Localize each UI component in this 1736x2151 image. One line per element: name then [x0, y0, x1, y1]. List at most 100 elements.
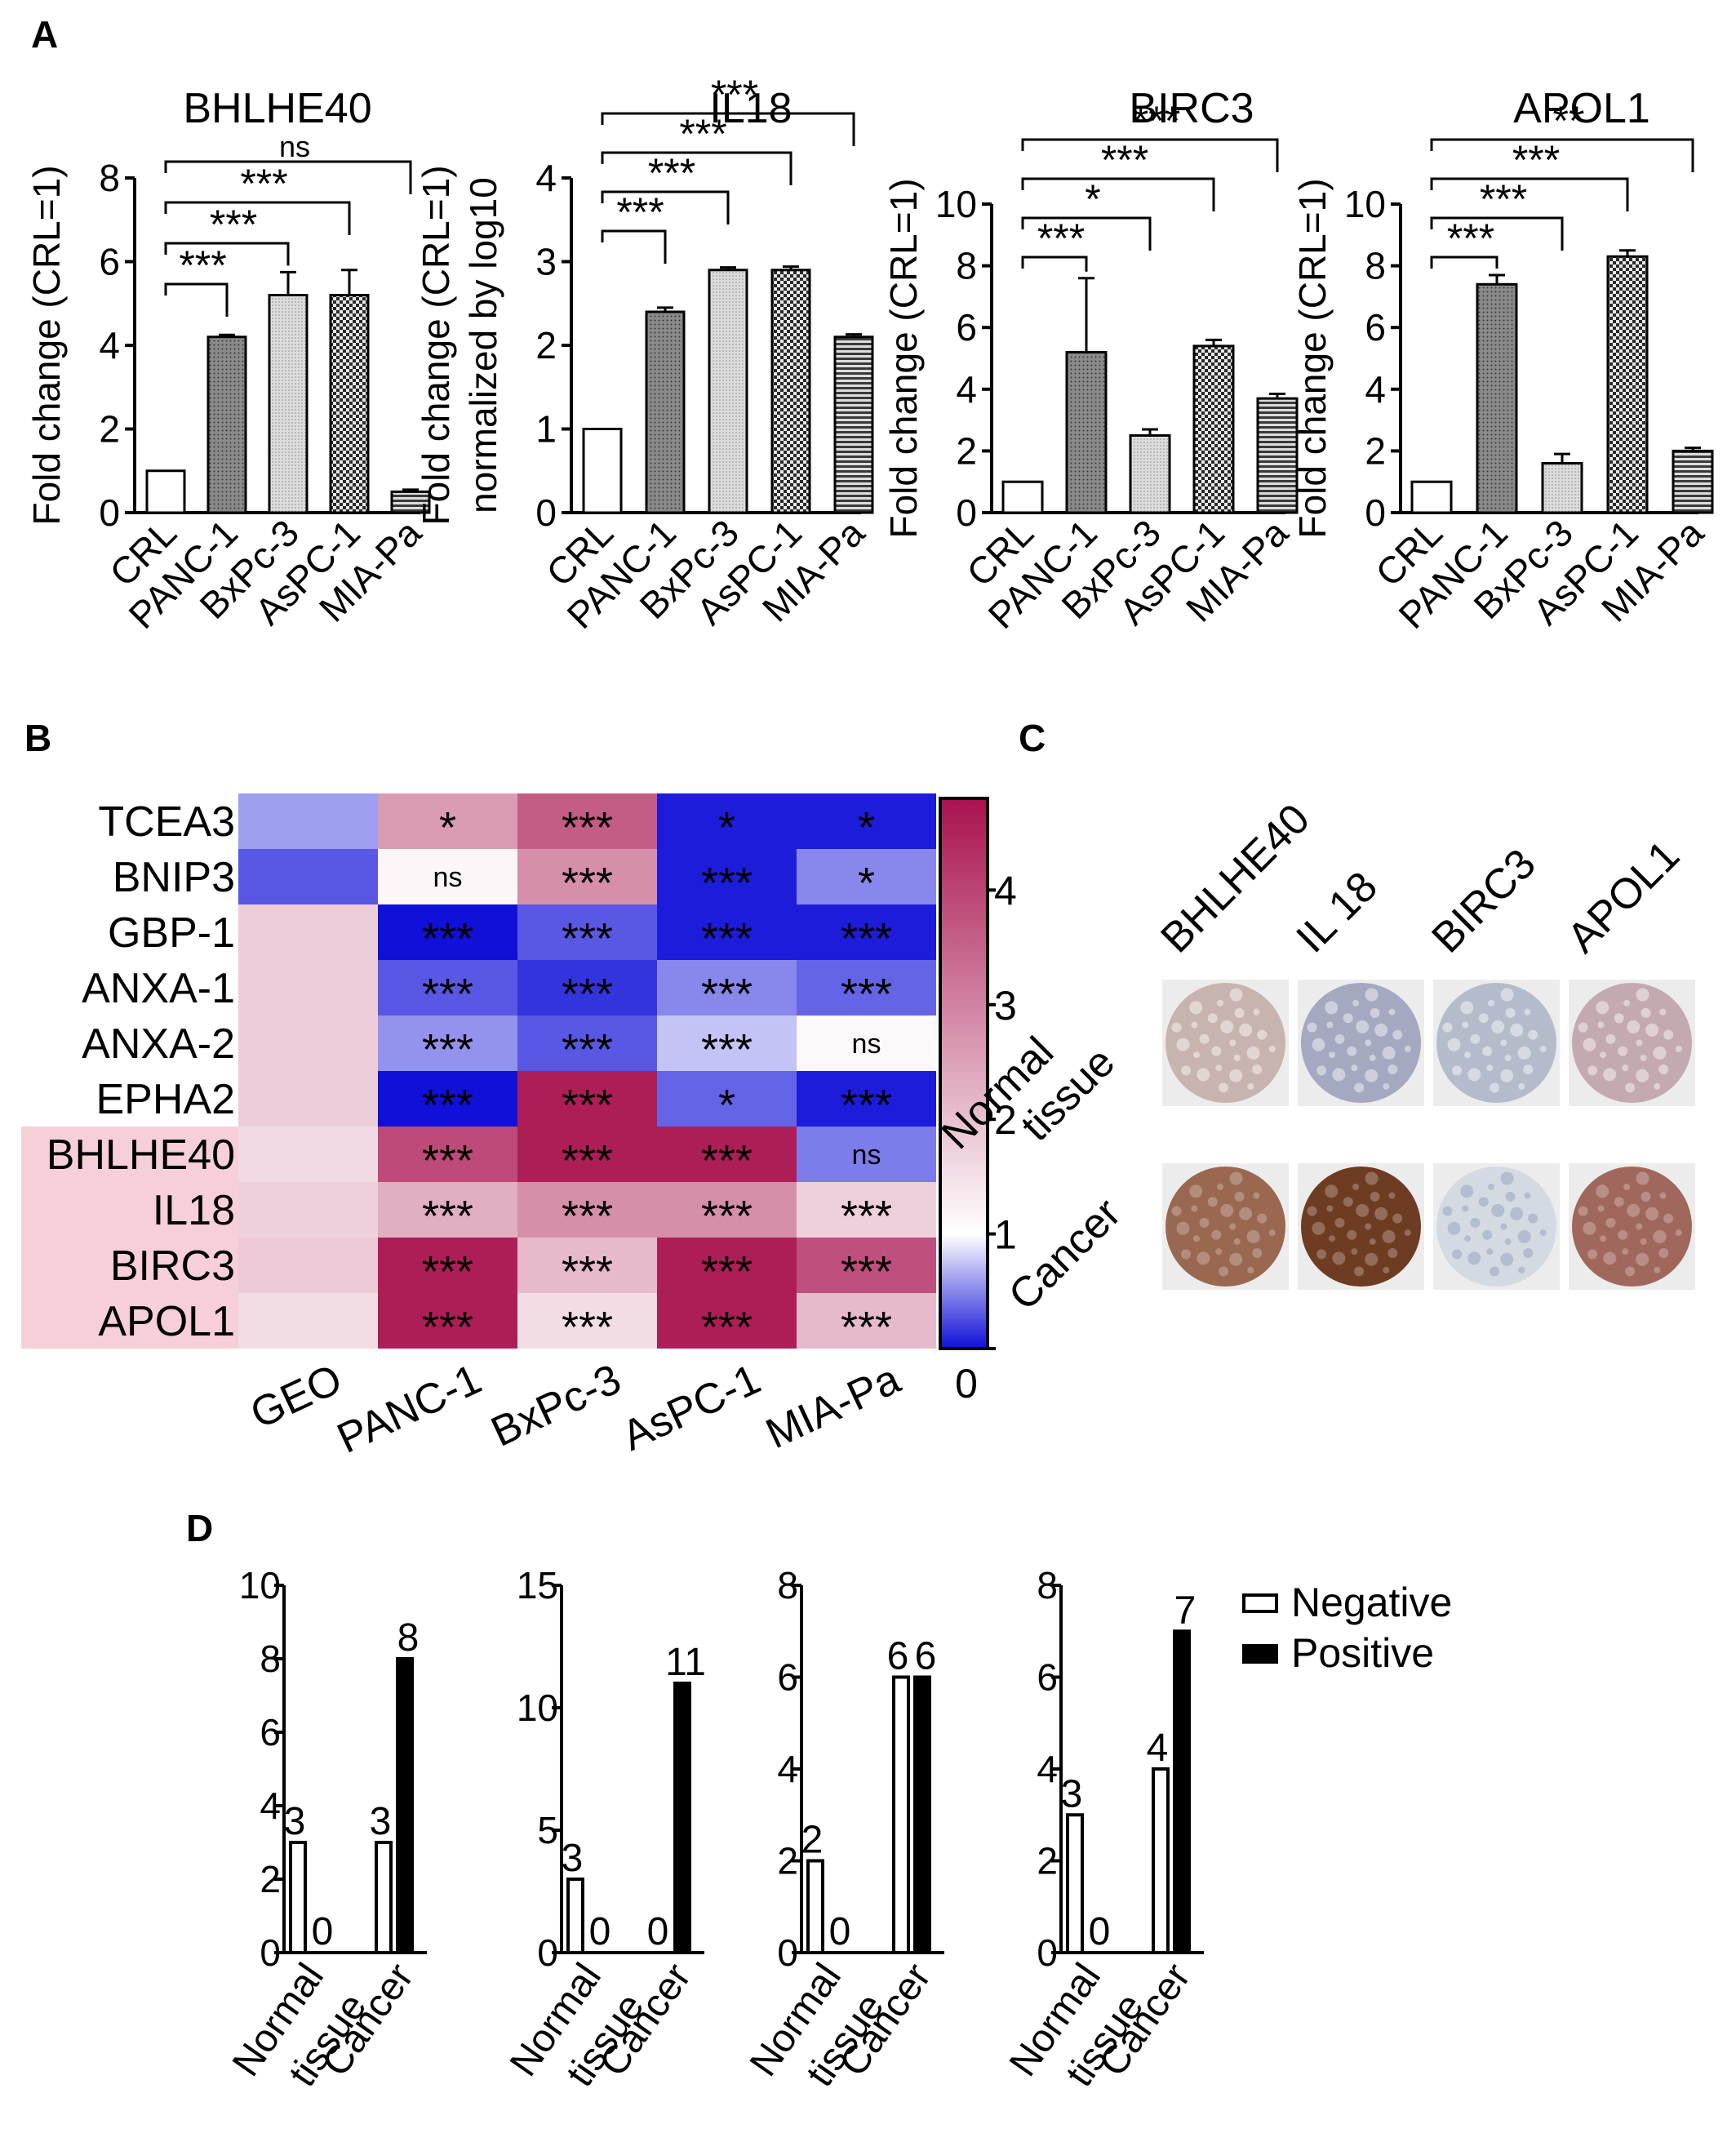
bar-negative: [1066, 1813, 1084, 1954]
significance-label: ***: [1101, 137, 1148, 183]
cell-significance: ***: [562, 1247, 613, 1296]
cell-significance: ***: [841, 1303, 892, 1352]
bar-aspc-1: [329, 294, 370, 514]
ihc-texture-spot: [1382, 1046, 1396, 1060]
significance-label: ***: [1447, 216, 1494, 261]
ihc-texture-spot: [1211, 1229, 1222, 1240]
bar-crl: [1410, 480, 1453, 514]
ihc-texture-spot: [1207, 1013, 1218, 1024]
ihc-tissue-core: [1436, 983, 1556, 1103]
y-tick-label: 6: [1365, 306, 1386, 349]
ihc-texture-spot: [1181, 1249, 1192, 1260]
bracket-line: [1430, 256, 1498, 269]
y-tick-label: 0: [99, 491, 120, 534]
bracket-line: [601, 229, 667, 264]
ihc-texture-spot: [1257, 1029, 1268, 1040]
ihc-texture-spot: [1365, 1223, 1372, 1230]
ihc-texture-spot: [1641, 1007, 1651, 1018]
ihc-texture-spot: [1636, 988, 1649, 1002]
cell-significance: *: [858, 803, 875, 852]
panel-label-b: B: [24, 717, 51, 759]
y-tick-label: 6: [260, 1711, 281, 1753]
row-label-anxa-2: ANXA-2: [82, 1020, 235, 1068]
cell-significance: ns: [433, 862, 463, 893]
ihc-texture-spot: [1229, 1171, 1243, 1185]
value-label: 3: [1061, 1772, 1083, 1815]
ihc-texture-spot: [1500, 1039, 1507, 1047]
ihc-texture-spot: [1488, 1183, 1495, 1190]
ihc-texture-spot: [1636, 1252, 1649, 1266]
ihc-texture-spot: [1219, 1082, 1229, 1093]
significance-bracket: ***: [164, 202, 290, 266]
ihc-texture-spot: [1347, 1229, 1357, 1240]
heatmap-cell: [797, 793, 936, 849]
cell-significance: *: [718, 1081, 735, 1130]
value-label: 0: [829, 1910, 851, 1953]
bar-panc-1: [206, 336, 247, 514]
ihc-texture-spot: [1374, 1207, 1388, 1220]
bracket-line: [1430, 216, 1564, 251]
ihc-texture-spot: [1618, 1229, 1628, 1240]
y-tick-label: 4: [956, 368, 977, 411]
ihc-texture-spot: [1623, 1183, 1631, 1190]
ihc-texture-spot: [1578, 1206, 1588, 1216]
y-tick-label: 0: [1365, 491, 1386, 534]
value-label: 0: [647, 1910, 669, 1953]
ihc-texture-spot: [1229, 1252, 1243, 1266]
ihc-texture-spot: [1197, 1251, 1210, 1265]
y-tick-label: 2: [1037, 1840, 1058, 1882]
significance-bracket: ***: [1430, 216, 1498, 269]
ihc-texture-spot: [1325, 1001, 1339, 1015]
ihc-texture-spot: [1500, 1223, 1507, 1230]
heatmap-cell: [238, 1127, 378, 1182]
ihc-texture-spot: [1640, 1238, 1647, 1245]
bar-bxpc-3: [1129, 434, 1171, 514]
ihc-texture-spot: [1517, 1046, 1531, 1060]
heatmap-cell: [797, 1293, 936, 1349]
heatmap-cell: [657, 793, 797, 849]
heatmap-cell: [797, 1016, 936, 1071]
bracket-line: [1430, 177, 1629, 211]
ihc-texture-spot: [1614, 1013, 1624, 1024]
significance-label: ***: [179, 242, 226, 288]
ihc-texture-spot: [1307, 1206, 1317, 1216]
ihc-texture-spot: [1478, 1197, 1489, 1207]
ihc-texture-spot: [1518, 1266, 1525, 1273]
ihc-texture-spot: [1217, 999, 1224, 1007]
heatmap-cell: [238, 1016, 378, 1071]
ihc-texture-spot: [1392, 1213, 1403, 1224]
value-label: 4: [1147, 1727, 1169, 1770]
ihc-texture-spot: [1442, 1022, 1453, 1033]
value-label: 6: [887, 1635, 909, 1678]
significance-label: ***: [711, 72, 758, 118]
ihc-texture-spot: [1392, 1029, 1403, 1040]
y-tick-label: 5: [537, 1809, 558, 1851]
ihc-texture-spot: [1247, 1082, 1254, 1090]
ihc-texture-spot: [1382, 1229, 1396, 1243]
ihc-texture-spot: [1404, 1046, 1411, 1053]
y-tick-label: 4: [260, 1784, 281, 1827]
value-label: 2: [801, 1819, 824, 1862]
ihc-texture-spot: [1462, 1205, 1469, 1212]
ihc-texture-spot: [1467, 1068, 1481, 1082]
ihc-tissue-image: [1298, 1163, 1424, 1290]
significance-label: ***: [240, 161, 287, 207]
y-tick-label: 6: [99, 241, 120, 283]
ihc-texture-spot: [1663, 1213, 1674, 1224]
ihc-tissue-image: [1162, 1163, 1289, 1290]
heatmap-cell: [378, 793, 517, 849]
ihc-texture-spot: [1654, 1082, 1661, 1090]
ihc-texture-spot: [1539, 1046, 1547, 1053]
heatmap-cell: [657, 1182, 797, 1238]
ihc-texture-spot: [1603, 1251, 1617, 1265]
ihc-texture-spot: [1181, 1065, 1192, 1076]
ihc-texture-spot: [1334, 1033, 1345, 1044]
ihc-texture-spot: [1369, 1238, 1376, 1245]
value-label: 3: [284, 1800, 306, 1843]
ihc-texture-spot: [1482, 1229, 1493, 1240]
y-tick-label: 10: [1344, 183, 1386, 225]
ihc-texture-spot: [1467, 1251, 1481, 1265]
